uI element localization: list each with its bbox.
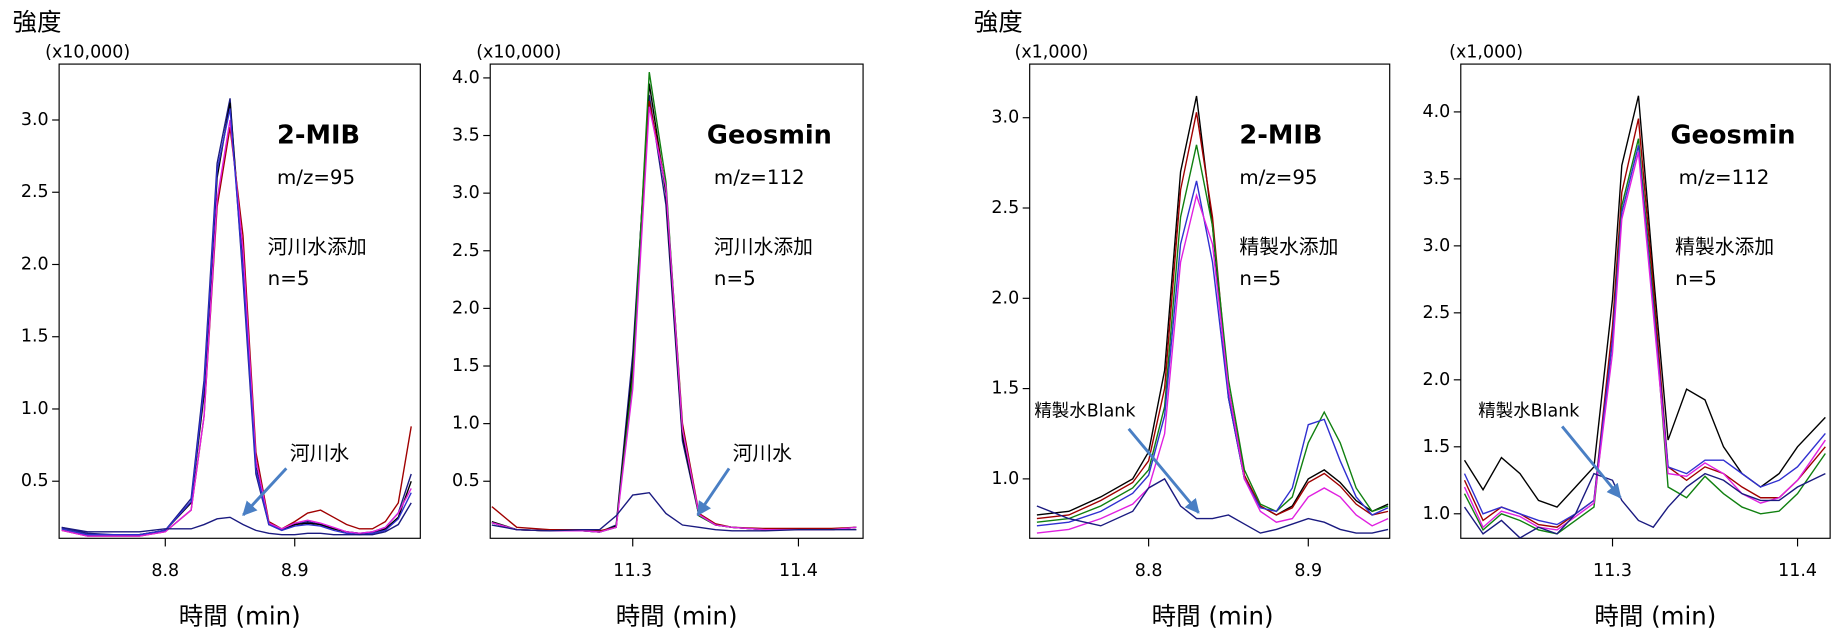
annotation: 河川水 — [290, 442, 350, 465]
y-tick-label: 1.0 — [991, 469, 1019, 489]
annotation: 河川水添加 — [268, 236, 367, 259]
chart-panel: 0.5 1.0 1.5 2.0 2.5 3.0 3.5 4.0 11.3 11.4 (x10,000… — [452, 42, 864, 631]
annotation: 精製水添加 — [1675, 236, 1774, 259]
series-line — [61, 502, 412, 536]
chart-title: Geosmin — [1671, 120, 1796, 150]
series-line — [1036, 144, 1389, 523]
plot-frame — [1029, 63, 1391, 539]
series-line — [1036, 180, 1389, 527]
series-line — [1463, 118, 1826, 528]
y-tick-label: 3.0 — [991, 108, 1019, 128]
y-tick-label: 1.5 — [1423, 437, 1451, 457]
series-line — [61, 108, 412, 536]
y-tick-label: 3.5 — [1423, 169, 1451, 189]
chart-title: 2-MIB — [277, 120, 360, 150]
y-tick-label: 1.0 — [1423, 504, 1451, 524]
series-line — [1463, 151, 1826, 531]
series-line — [1036, 477, 1389, 534]
annotation-arrow — [242, 467, 288, 517]
y-tick-label: 0.5 — [452, 471, 480, 491]
series-line — [491, 491, 857, 532]
y-axis-label: 強度 — [974, 7, 1023, 36]
series-line — [1463, 145, 1826, 526]
y-tick-label: 1.0 — [452, 414, 480, 434]
plot-frame — [489, 63, 864, 539]
subtitle: m/z=95 — [1239, 166, 1317, 189]
y-tick-label: 2.0 — [1423, 370, 1451, 390]
y-tick-label: 3.0 — [1423, 236, 1451, 256]
series-line — [1036, 95, 1389, 516]
y-unit: (x10,000) — [45, 42, 130, 62]
y-tick-label: 1.5 — [991, 379, 1019, 399]
y-tick-label: 2.0 — [452, 298, 480, 318]
y-tick-label: 2.0 — [21, 254, 49, 274]
annotation: 河川水添加 — [714, 236, 813, 259]
subtitle: m/z=112 — [1679, 166, 1770, 189]
x-tick-label: 11.4 — [1778, 561, 1817, 581]
annotation: 精製水添加 — [1239, 236, 1338, 259]
y-tick-label: 1.5 — [452, 356, 480, 376]
x-axis-label: 時間 (min) — [1152, 602, 1274, 631]
series-line — [1463, 138, 1826, 535]
y-tick-label: 0.5 — [21, 471, 49, 491]
series-line — [1036, 112, 1389, 520]
chart-panel: 1.0 1.5 2.0 2.5 3.0 8.8 8.9 強度 (x1,000) 2-MIB m/z=… — [974, 7, 1391, 631]
subtitle: m/z=112 — [714, 166, 805, 189]
x-tick-label: 8.8 — [1135, 561, 1163, 581]
chart-panel: 0.5 1.0 1.5 2.0 2.5 3.0 8.8 8.9 強度 (x10,000) 2-MIB… — [13, 7, 421, 631]
series-line — [61, 98, 412, 536]
y-tick-label: 1.5 — [21, 327, 49, 347]
y-tick-label: 2.0 — [991, 288, 1019, 308]
chart-title: Geosmin — [707, 120, 832, 150]
y-tick-label: 4.0 — [452, 68, 480, 88]
y-tick-label: 3.0 — [452, 183, 480, 203]
plot-frame — [1460, 63, 1831, 539]
annotation-arrow — [1127, 427, 1200, 514]
y-unit: (x1,000) — [1015, 42, 1089, 62]
series-line — [1463, 95, 1826, 508]
x-tick-label: 11.3 — [1593, 561, 1632, 581]
series-line — [1463, 472, 1826, 539]
plot-frame — [58, 63, 421, 539]
annotation: 精製水Blank — [1478, 401, 1580, 421]
chart-panel: 1.0 1.5 2.0 2.5 3.0 3.5 4.0 11.3 11.4 (x1,000) Geo… — [1423, 42, 1831, 631]
chart-title: 2-MIB — [1239, 120, 1322, 150]
x-tick-label: 8.9 — [281, 561, 309, 581]
y-tick-label: 2.5 — [452, 241, 480, 261]
annotation: 河川水 — [733, 442, 793, 465]
y-tick-label: 2.5 — [21, 182, 49, 202]
annotation: n=5 — [268, 267, 310, 290]
annotation: 精製水Blank — [1034, 401, 1136, 421]
annotation: n=5 — [1239, 267, 1281, 290]
series-line — [1036, 192, 1389, 534]
y-tick-label: 3.0 — [21, 110, 49, 130]
y-unit: (x10,000) — [476, 42, 561, 62]
x-axis-label: 時間 (min) — [1594, 602, 1716, 631]
y-tick-label: 1.0 — [21, 399, 49, 419]
y-tick-label: 3.5 — [452, 126, 480, 146]
x-tick-label: 11.4 — [779, 561, 818, 581]
x-axis-label: 時間 (min) — [179, 602, 301, 631]
annotation-arrow — [1561, 425, 1622, 499]
y-tick-label: 2.5 — [1423, 303, 1451, 323]
annotation: n=5 — [1675, 267, 1717, 290]
x-tick-label: 8.8 — [151, 561, 179, 581]
x-axis-label: 時間 (min) — [616, 602, 738, 631]
y-unit: (x1,000) — [1449, 42, 1523, 62]
subtitle: m/z=95 — [277, 166, 355, 189]
x-tick-label: 8.9 — [1294, 561, 1322, 581]
y-axis-label: 強度 — [13, 7, 62, 36]
annotation-arrow — [696, 467, 731, 517]
series-line — [61, 102, 412, 536]
annotation: n=5 — [714, 267, 756, 290]
x-tick-label: 11.3 — [613, 561, 652, 581]
y-tick-label: 4.0 — [1423, 102, 1451, 122]
series-line — [491, 106, 857, 533]
y-tick-label: 2.5 — [991, 198, 1019, 218]
